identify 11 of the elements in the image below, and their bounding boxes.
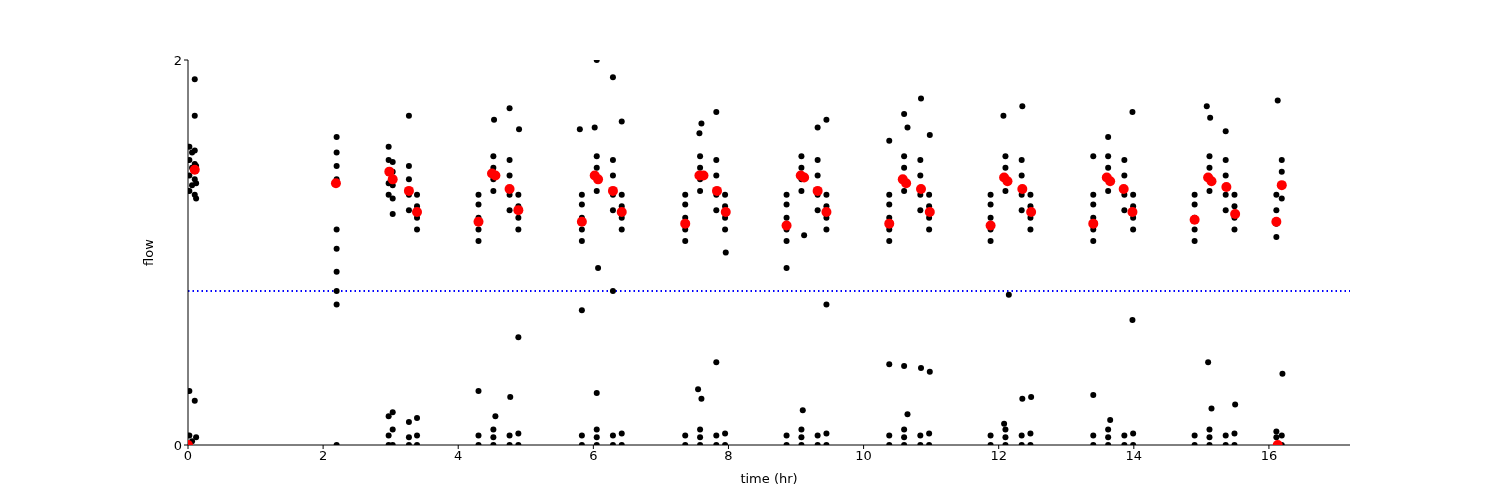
x-tick-label: 16 (1260, 448, 1278, 464)
y-axis-title: flow (140, 238, 156, 266)
x-tick-label: 2 (318, 448, 328, 464)
x-tick-label: 6 (589, 448, 598, 464)
x-axis-title: time (hr) (740, 471, 798, 486)
x-tick-label: 12 (990, 448, 1007, 464)
x-tick-label: 4 (454, 448, 463, 464)
x-tick-label: 14 (1125, 448, 1143, 464)
x-tick-label: 10 (855, 448, 872, 464)
x-tick-label: 8 (724, 448, 733, 464)
x-tick-label: 0 (183, 448, 193, 464)
